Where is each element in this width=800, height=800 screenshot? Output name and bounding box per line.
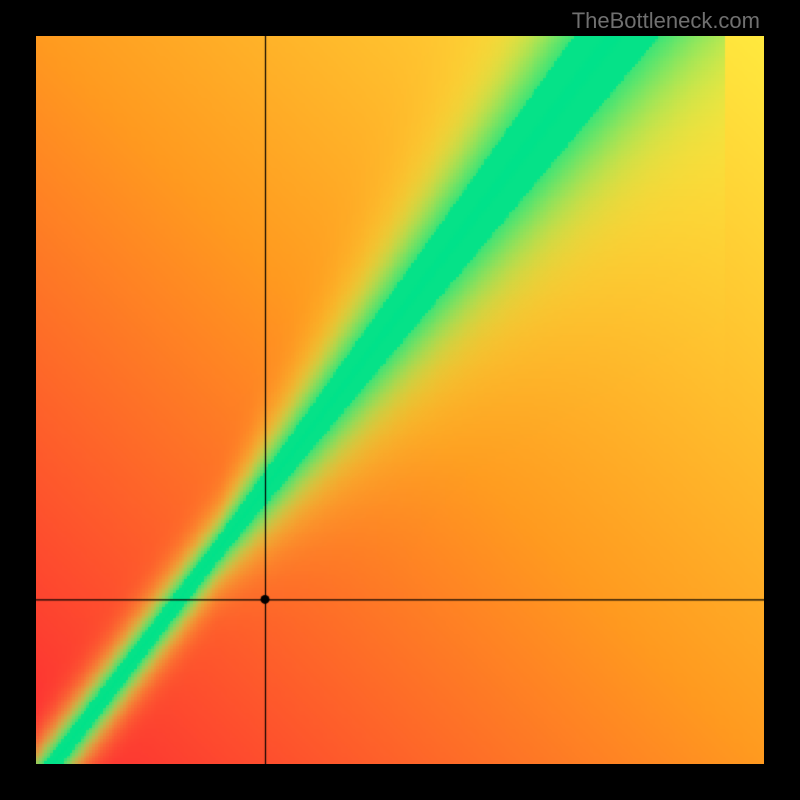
watermark-text: TheBottleneck.com xyxy=(572,8,760,34)
bottleneck-heatmap xyxy=(36,36,764,764)
chart-container: TheBottleneck.com xyxy=(0,0,800,800)
